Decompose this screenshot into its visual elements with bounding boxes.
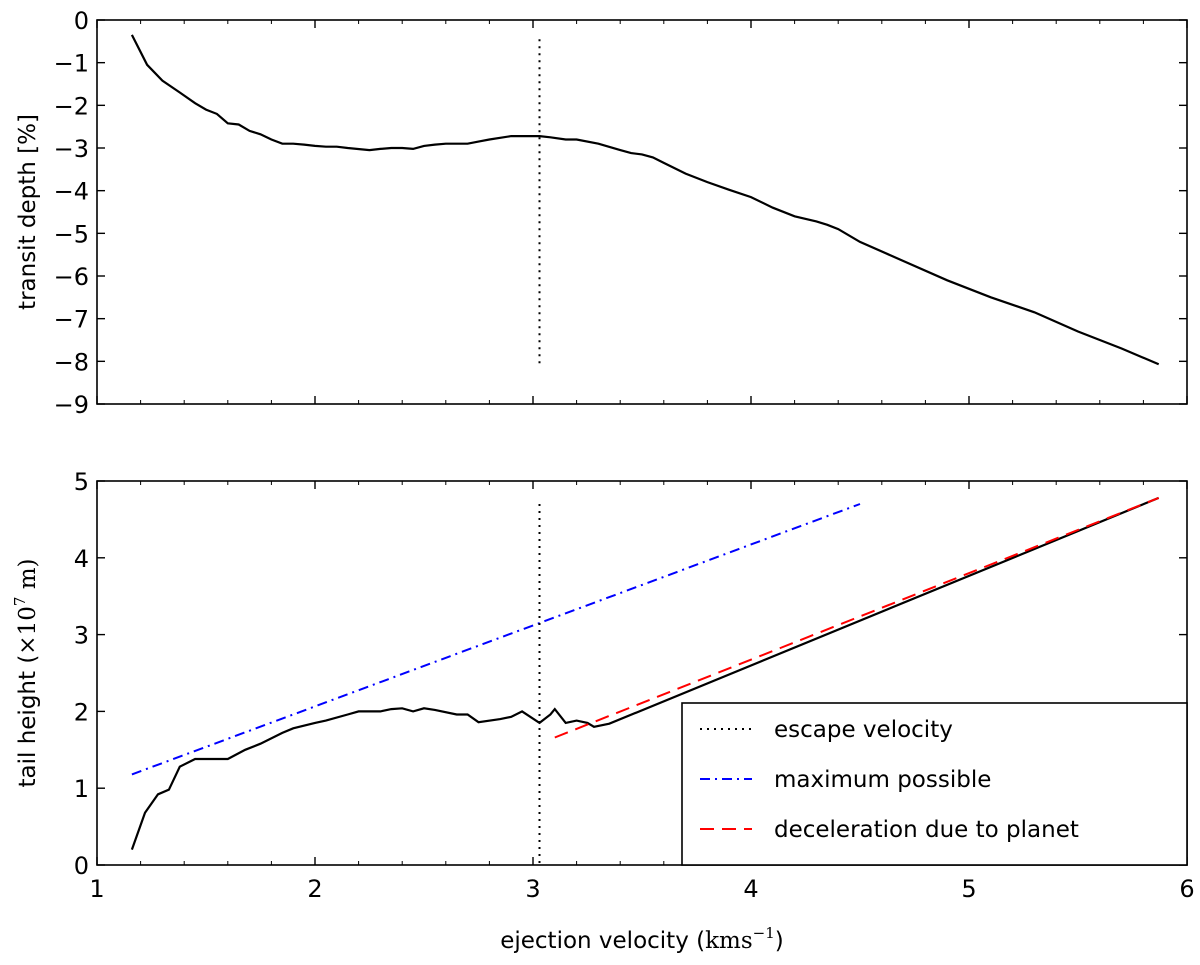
bottom-xtick-label: 1 [89, 875, 104, 903]
top-series-transit-depth [130, 34, 1160, 366]
legend-entries: escape velocity maximum possible decelerat… [700, 717, 1079, 843]
x-axis-label-sup: −1 [753, 924, 775, 942]
legend-label: maximum possible [774, 767, 991, 793]
bottom-xtick-label: 5 [961, 875, 976, 903]
bottom-y-axis-label: tail height (×107 m) [11, 559, 41, 788]
x-axis-label-unit: kms [705, 928, 753, 954]
top-axes-frame [96, 19, 1188, 405]
top-ytick-label: −7 [54, 306, 89, 334]
top-y-axis-label: transit depth [%] [15, 114, 41, 310]
bottom-ytick-label: 1 [74, 775, 89, 803]
top-ytick-label: 0 [74, 7, 89, 35]
top-ytick-label: −1 [54, 50, 89, 78]
bottom-xtick-label: 4 [743, 875, 758, 903]
bottom-ytick-label: 4 [74, 545, 89, 573]
bottom-y-axis-label-unit2: m) [15, 559, 41, 597]
top-ytick-label: −2 [54, 92, 89, 120]
top-ytick-label: −4 [54, 178, 89, 206]
bottom-ytick-label: 5 [74, 468, 89, 496]
bottom-series-deceleration-due-to-planet [554, 496, 1160, 739]
x-axis-label: ejection velocity (kms−1) [500, 924, 784, 954]
bottom-xtick-label: 3 [525, 875, 540, 903]
bottom-y-axis-label-unit: ×10 [15, 606, 41, 655]
bottom-series-tail-height [130, 496, 1160, 850]
bottom-ytick-label: 0 [74, 852, 89, 880]
legend-box [681, 702, 1188, 866]
bottom-series-maximum-possible [131, 503, 861, 776]
x-axis-label-close: ) [775, 928, 784, 954]
legend-label: deceleration due to planet [774, 817, 1079, 843]
bottom-y-axis-label-sup: 7 [11, 597, 29, 607]
bottom-ytick-label: 2 [74, 698, 89, 726]
top-ytick-label: −6 [54, 263, 89, 291]
bottom-axes-frame [96, 480, 1188, 866]
top-ytick-label: −9 [54, 391, 89, 419]
top-axes: 0 −1 −2 −3 −4 −5 −6 −7 −8 −9 transit depth [%] [15, 7, 1188, 419]
top-ytick-label: −8 [54, 348, 89, 376]
top-ticks: 0 −1 −2 −3 −4 −5 −6 −7 −8 −9 [54, 7, 1188, 419]
top-ytick-label: −3 [54, 135, 89, 163]
legend: escape velocity maximum possible decelerat… [681, 702, 1188, 866]
bottom-plot-lines [130, 496, 1160, 864]
x-axis-label-text: ejection velocity ( [500, 928, 705, 954]
bottom-xtick-label: 2 [307, 875, 322, 903]
top-ytick-label: −5 [54, 220, 89, 248]
bottom-y-axis-label-text: tail height ( [15, 655, 41, 788]
bottom-xtick-label: 6 [1179, 875, 1194, 903]
legend-label: escape velocity [774, 717, 953, 743]
bottom-ytick-label: 3 [74, 622, 89, 650]
top-plot-lines [130, 34, 1160, 367]
